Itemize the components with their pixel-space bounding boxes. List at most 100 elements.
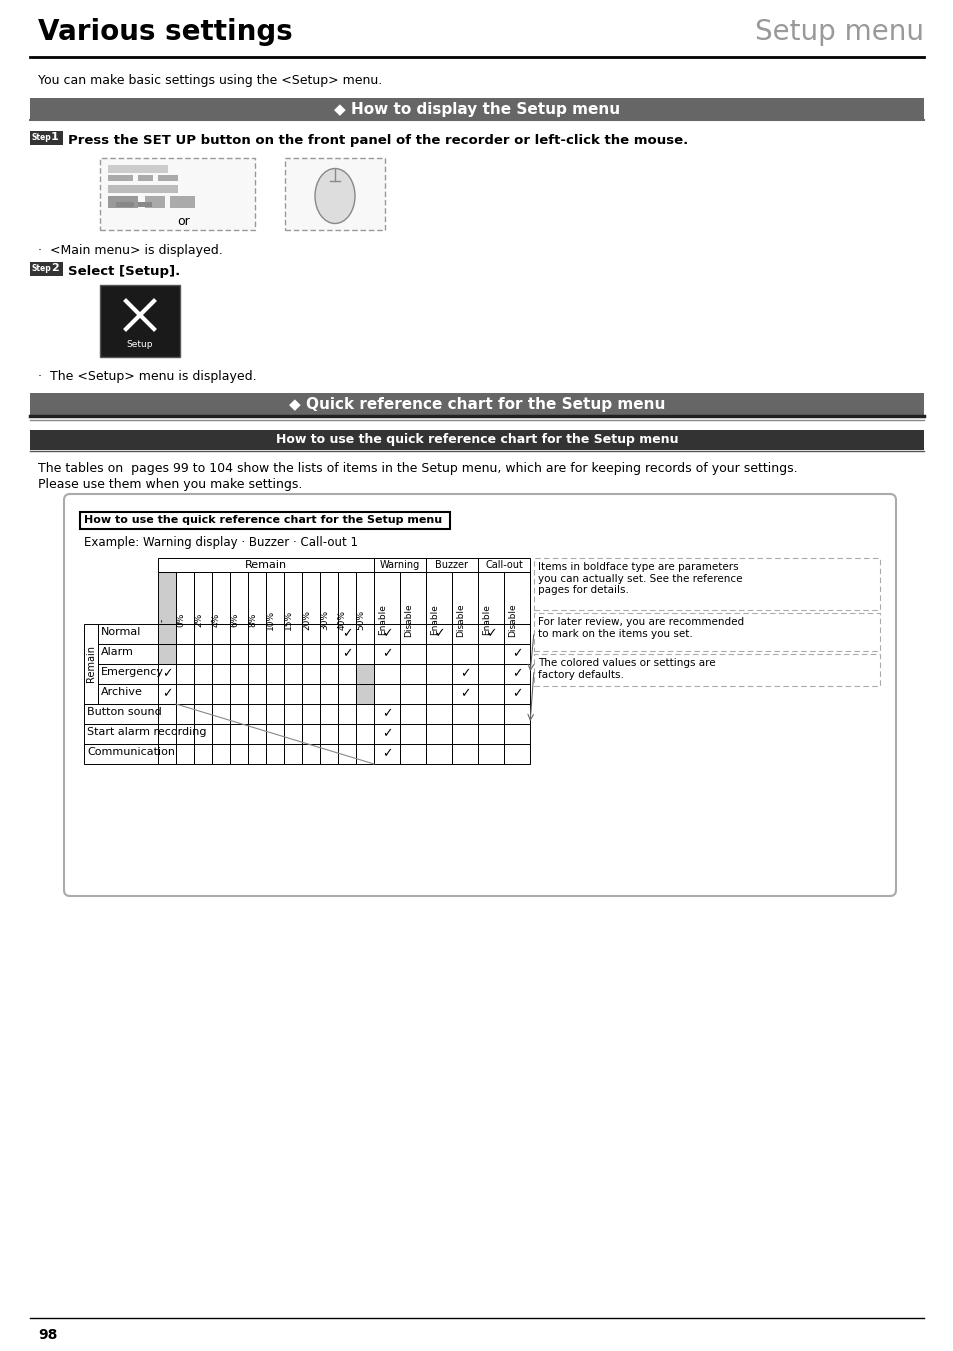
Bar (158, 624, 175, 644)
Bar (266, 624, 284, 644)
Bar (175, 704, 193, 724)
Text: Example: Warning display · Buzzer · Call-out 1: Example: Warning display · Buzzer · Call… (84, 536, 357, 549)
Text: Step: Step (32, 132, 51, 142)
Text: Disable: Disable (456, 603, 464, 636)
Bar (266, 663, 284, 684)
Text: Items in boldface type are parameters
you can actually set. See the reference
pa: Items in boldface type are parameters yo… (537, 562, 741, 596)
Text: Alarm: Alarm (101, 647, 133, 657)
Bar (175, 744, 193, 765)
Text: Please use them when you make settings.: Please use them when you make settings. (38, 478, 302, 490)
Bar (108, 185, 178, 193)
Bar (426, 724, 452, 744)
Text: ◆ How to display the Setup menu: ◆ How to display the Setup menu (334, 101, 619, 118)
Bar (266, 704, 284, 724)
Text: ✓: ✓ (162, 688, 172, 700)
Bar (477, 624, 503, 644)
Bar (30, 393, 923, 415)
Bar (374, 724, 399, 744)
Bar (98, 624, 158, 644)
Bar (175, 663, 193, 684)
Bar (158, 744, 175, 765)
Bar (302, 624, 319, 644)
Text: Step: Step (32, 263, 51, 273)
Bar (212, 663, 230, 684)
Text: 20%: 20% (302, 611, 311, 630)
Bar (319, 704, 337, 724)
Bar (337, 644, 355, 663)
Bar (230, 744, 248, 765)
Bar (355, 624, 374, 644)
Bar (248, 684, 266, 704)
Bar (503, 684, 530, 704)
Text: 6%: 6% (230, 613, 239, 627)
Text: Enable: Enable (377, 604, 387, 635)
Bar (503, 571, 530, 624)
Bar (158, 644, 175, 663)
Bar (193, 624, 212, 644)
Bar (534, 654, 879, 686)
Text: ✓: ✓ (162, 667, 172, 680)
Bar (158, 684, 175, 704)
Bar (399, 724, 426, 744)
Bar (399, 663, 426, 684)
Bar (193, 684, 212, 704)
Text: 1: 1 (51, 132, 59, 142)
Bar (426, 558, 477, 571)
Bar (158, 663, 175, 684)
Bar (193, 663, 212, 684)
Bar (248, 704, 266, 724)
Bar (374, 624, 399, 644)
Bar (138, 176, 152, 181)
Text: or: or (177, 215, 190, 228)
Bar (98, 663, 158, 684)
Bar (212, 744, 230, 765)
Bar (452, 724, 477, 744)
Bar (319, 684, 337, 704)
Text: 8%: 8% (248, 613, 256, 627)
Bar (337, 724, 355, 744)
Bar (158, 571, 175, 624)
Bar (452, 704, 477, 724)
Text: ✓: ✓ (459, 688, 470, 700)
Bar (230, 571, 248, 624)
Bar (477, 558, 530, 571)
Bar (452, 571, 477, 624)
Text: Setup: Setup (127, 340, 153, 349)
Bar (503, 744, 530, 765)
Bar (30, 262, 63, 276)
Text: 2%: 2% (193, 613, 203, 627)
Bar (399, 571, 426, 624)
Bar (266, 744, 284, 765)
Bar (426, 644, 452, 663)
Bar (426, 684, 452, 704)
Bar (319, 663, 337, 684)
Bar (212, 624, 230, 644)
Bar (477, 724, 503, 744)
Bar (374, 744, 399, 765)
Bar (158, 176, 178, 181)
Bar (230, 663, 248, 684)
Bar (355, 644, 374, 663)
Bar (319, 744, 337, 765)
Bar (477, 644, 503, 663)
Text: ◆ Quick reference chart for the Setup menu: ◆ Quick reference chart for the Setup me… (289, 397, 664, 412)
Text: How to use the quick reference chart for the Setup menu: How to use the quick reference chart for… (275, 434, 678, 446)
Text: You can make basic settings using the <Setup> menu.: You can make basic settings using the <S… (38, 74, 382, 86)
Text: Archive: Archive (101, 688, 143, 697)
Bar (355, 571, 374, 624)
Text: ✓: ✓ (341, 627, 352, 640)
Text: Setup menu: Setup menu (754, 18, 923, 46)
Bar (399, 624, 426, 644)
Bar (337, 624, 355, 644)
Bar (452, 663, 477, 684)
Bar (80, 512, 450, 530)
Bar (193, 644, 212, 663)
Text: ✓: ✓ (511, 688, 521, 700)
Bar (337, 704, 355, 724)
Bar (193, 724, 212, 744)
Text: The colored values or settings are
factory defaults.: The colored values or settings are facto… (537, 658, 715, 680)
Bar (337, 663, 355, 684)
Text: ✓: ✓ (381, 747, 392, 761)
Bar (534, 613, 879, 651)
Text: 10%: 10% (266, 609, 274, 630)
